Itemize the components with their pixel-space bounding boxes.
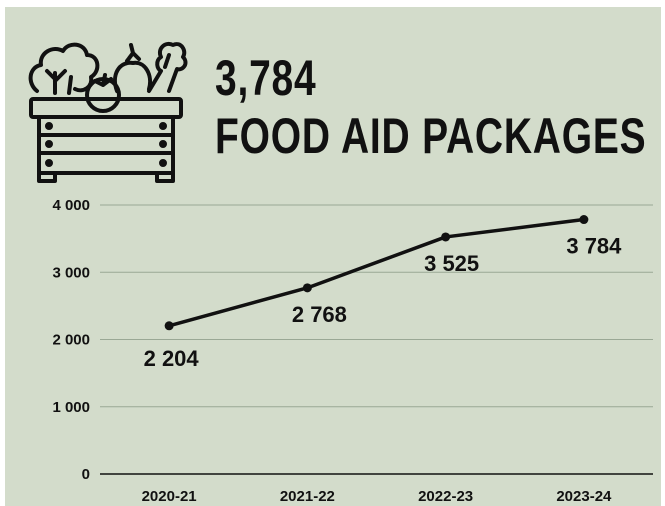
y-tick-label: 1 000: [52, 399, 90, 416]
y-tick-label: 3 000: [52, 264, 90, 281]
infographic-panel: 3,784 FOOD AID PACKAGES 0 1 000 2 000 3 000…: [5, 7, 661, 506]
x-tick-label: 2023-24: [556, 488, 612, 505]
vegetable-crate-icon: [28, 42, 188, 183]
data-point: [302, 283, 312, 293]
data-label: 2 768: [292, 302, 347, 327]
data-label: 2 204: [144, 346, 200, 371]
x-tick-label: 2022-23: [418, 488, 473, 505]
data-point: [164, 321, 174, 331]
headline: 3,784 FOOD AID PACKAGES: [215, 53, 665, 161]
headline-label: FOOD AID PACKAGES: [215, 108, 647, 164]
x-tick-label: 2020-21: [142, 488, 197, 505]
data-point: [579, 215, 589, 225]
data-label: 3 525: [424, 251, 479, 276]
headline-value: 3,784: [215, 50, 317, 106]
x-tick-label: 2021-22: [280, 488, 335, 505]
series-line: [168, 217, 585, 328]
y-tick-label: 2 000: [52, 332, 90, 349]
data-point: [441, 232, 451, 242]
line-chart: 0 1 000 2 000 3 000 4 000 2020-21 2021-22 2022-…: [52, 197, 653, 505]
data-label: 3 784: [566, 234, 622, 259]
y-tick-label: 4 000: [52, 197, 90, 214]
y-tick-label: 0: [82, 466, 90, 483]
